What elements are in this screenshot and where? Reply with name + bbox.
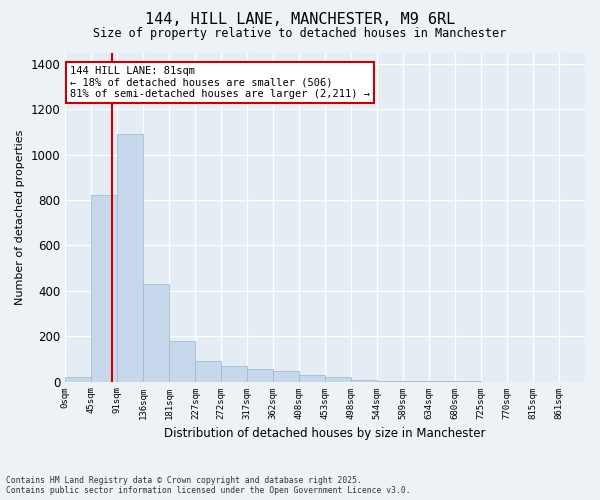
Bar — [247, 369, 273, 382]
Bar — [143, 284, 169, 382]
Bar — [273, 372, 299, 382]
Bar — [299, 374, 325, 382]
Bar — [196, 361, 221, 382]
Bar — [169, 340, 196, 382]
Text: 144 HILL LANE: 81sqm
← 18% of detached houses are smaller (506)
81% of semi-deta: 144 HILL LANE: 81sqm ← 18% of detached h… — [70, 66, 370, 100]
Bar — [325, 377, 351, 382]
Bar — [118, 134, 143, 382]
Text: Size of property relative to detached houses in Manchester: Size of property relative to detached ho… — [94, 28, 506, 40]
Bar — [65, 377, 91, 382]
Bar — [221, 366, 247, 382]
Text: 144, HILL LANE, MANCHESTER, M9 6RL: 144, HILL LANE, MANCHESTER, M9 6RL — [145, 12, 455, 28]
Bar — [91, 196, 118, 382]
Y-axis label: Number of detached properties: Number of detached properties — [15, 130, 25, 304]
X-axis label: Distribution of detached houses by size in Manchester: Distribution of detached houses by size … — [164, 427, 486, 440]
Text: Contains HM Land Registry data © Crown copyright and database right 2025.
Contai: Contains HM Land Registry data © Crown c… — [6, 476, 410, 495]
Bar — [351, 380, 377, 382]
Bar — [377, 380, 403, 382]
